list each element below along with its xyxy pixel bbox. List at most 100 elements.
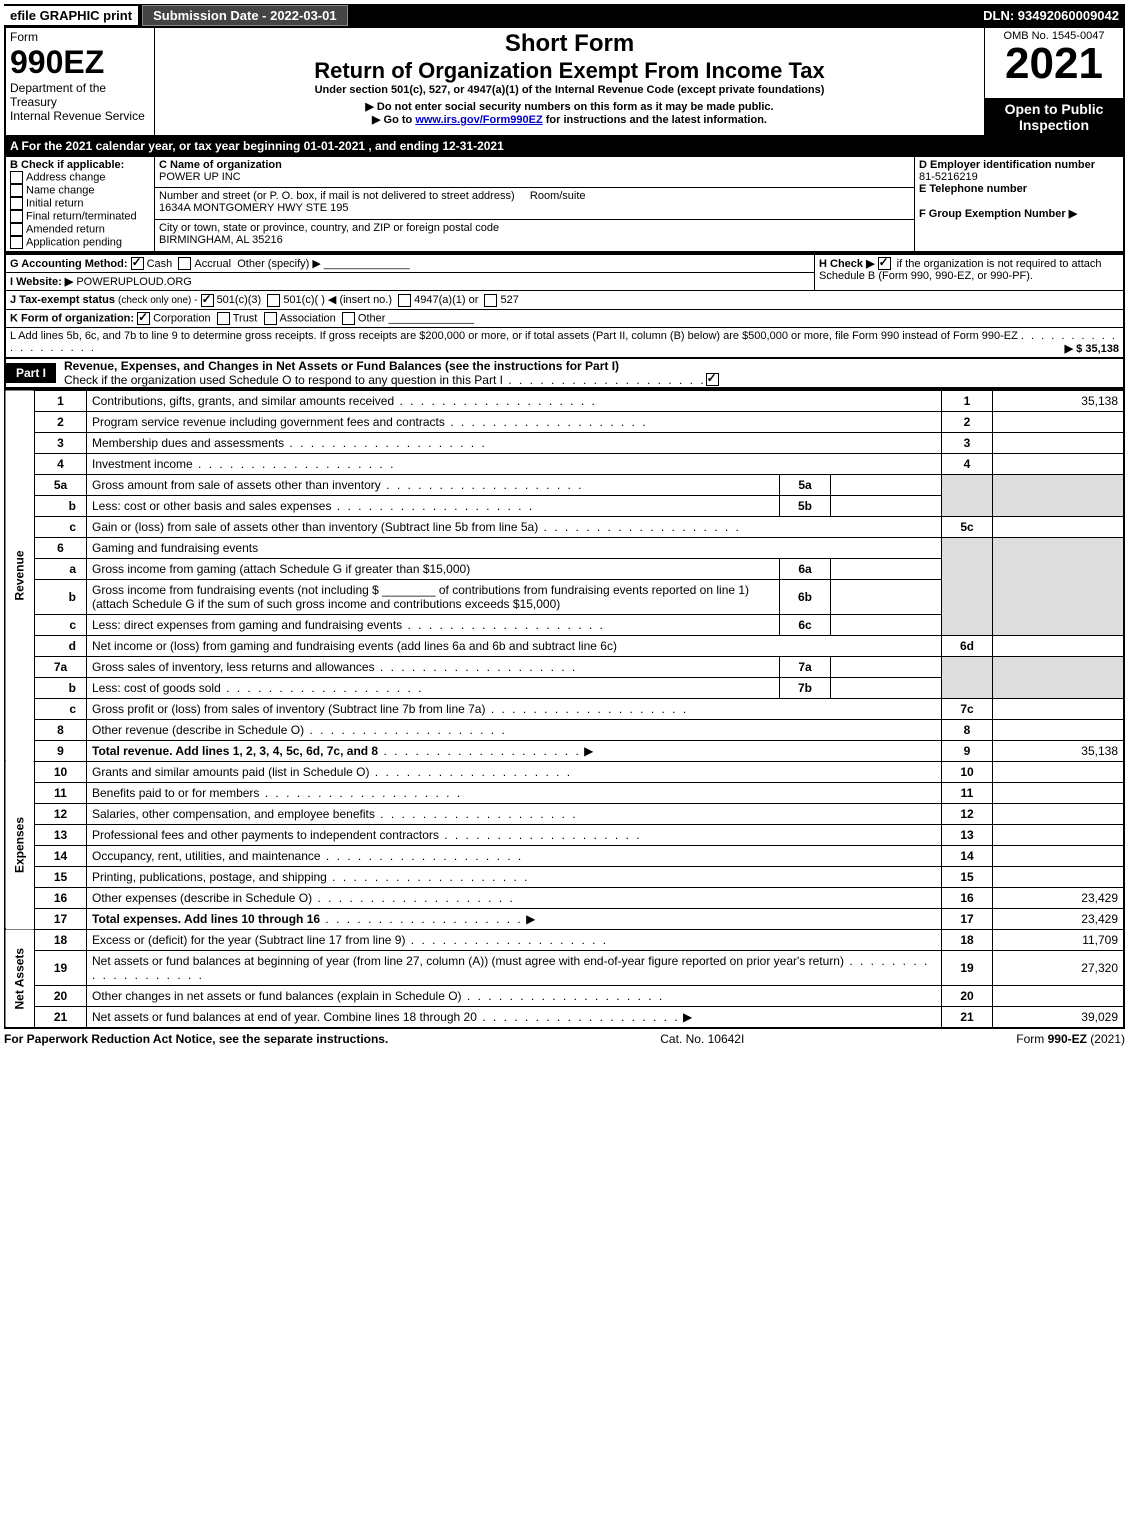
ln-8-desc: Other revenue (describe in Schedule O) <box>92 723 304 737</box>
irs-link[interactable]: www.irs.gov/Form990EZ <box>415 114 542 126</box>
ln-5a-desc: Gross amount from sale of assets other t… <box>92 478 381 492</box>
lbl-cash: Cash <box>147 258 173 270</box>
short-form-title: Short Form <box>159 30 980 58</box>
ln-11-desc: Benefits paid to or for members <box>92 786 259 800</box>
ln-18-num: 18 <box>35 929 87 950</box>
check-other-org[interactable] <box>342 312 355 325</box>
ln-1-desc: Contributions, gifts, grants, and simila… <box>92 394 394 408</box>
ln-7b-ref: 7b <box>780 677 831 698</box>
street-address: 1634A MONTGOMERY HWY STE 195 <box>159 202 349 214</box>
ln-1-amt: 35,138 <box>993 390 1125 412</box>
ln-20-amt <box>993 985 1125 1006</box>
ln-15-desc: Printing, publications, postage, and shi… <box>92 870 327 884</box>
ln-15-amt <box>993 866 1125 887</box>
lbl-initial-return: Initial return <box>26 197 83 209</box>
part-i-table: Revenue 1 Contributions, gifts, grants, … <box>4 389 1125 1029</box>
org-name: POWER UP INC <box>159 171 241 183</box>
lbl-name-change: Name change <box>26 184 95 196</box>
ln-12-amt <box>993 803 1125 824</box>
entity-info: B Check if applicable: Address change Na… <box>4 155 1125 253</box>
ln-7b-num: b <box>35 677 87 698</box>
ln-20-desc: Other changes in net assets or fund bala… <box>92 989 462 1003</box>
lbl-amended: Amended return <box>26 223 105 235</box>
check-name-change[interactable] <box>10 184 23 197</box>
irs-label: Internal Revenue Service <box>10 109 145 123</box>
ln-15-num: 15 <box>35 866 87 887</box>
ln-7c-amt <box>993 698 1125 719</box>
ln-7c-num: c <box>35 698 87 719</box>
box-f-label: F Group Exemption Number ▶ <box>919 208 1077 220</box>
line-i-label: I Website: ▶ <box>10 276 73 288</box>
page-footer: For Paperwork Reduction Act Notice, see … <box>4 1029 1125 1046</box>
dln: DLN: 93492060009042 <box>983 8 1125 23</box>
ln-6d-ref: 6d <box>942 635 993 656</box>
ln-2-desc: Program service revenue including govern… <box>92 415 445 429</box>
ln-13-ref: 13 <box>942 824 993 845</box>
ssn-warning: Do not enter social security numbers on … <box>159 100 980 113</box>
ln-5c-amt <box>993 516 1125 537</box>
form-ref-post: (2021) <box>1087 1032 1125 1046</box>
form-number: 990EZ <box>10 44 104 80</box>
ln-17-num: 17 <box>35 908 87 929</box>
ln-5c-ref: 5c <box>942 516 993 537</box>
ln-6a-num: a <box>35 558 87 579</box>
ln-14-amt <box>993 845 1125 866</box>
check-527[interactable] <box>484 294 497 307</box>
lbl-address-change: Address change <box>26 171 106 183</box>
ln-5c-num: c <box>35 516 87 537</box>
expenses-side-label: Expenses <box>5 761 35 929</box>
check-4947[interactable] <box>398 294 411 307</box>
efile-label[interactable]: efile GRAPHIC print <box>4 6 138 25</box>
ln-1-ref: 1 <box>942 390 993 412</box>
ln-21-desc: Net assets or fund balances at end of ye… <box>92 1010 477 1024</box>
goto-line: ▶ Go to www.irs.gov/Form990EZ for instru… <box>159 113 980 126</box>
check-sched-o[interactable] <box>706 373 719 386</box>
check-initial-return[interactable] <box>10 197 23 210</box>
check-corp[interactable] <box>137 312 150 325</box>
check-final-return[interactable] <box>10 210 23 223</box>
check-assoc[interactable] <box>264 312 277 325</box>
ln-5b-amt <box>831 495 942 516</box>
part-i-label: Part I <box>6 363 56 383</box>
goto-post: for instructions and the latest informat… <box>546 114 767 126</box>
ln-6b-num: b <box>35 579 87 614</box>
ln-17-ref: 17 <box>942 908 993 929</box>
ln-19-desc: Net assets or fund balances at beginning… <box>92 954 844 968</box>
ln-5c-desc: Gain or (loss) from sale of assets other… <box>92 520 538 534</box>
ln-19-amt: 27,320 <box>993 950 1125 985</box>
ln-10-ref: 10 <box>942 761 993 782</box>
check-501c[interactable] <box>267 294 280 307</box>
ln-6b-desc1: Gross income from fundraising events (no… <box>92 583 379 597</box>
form-ref-pre: Form <box>1016 1032 1047 1046</box>
check-sched-b[interactable] <box>878 257 891 270</box>
check-address-change[interactable] <box>10 171 23 184</box>
line-k-label: K Form of organization: <box>10 312 134 324</box>
check-trust[interactable] <box>217 312 230 325</box>
ln-12-desc: Salaries, other compensation, and employ… <box>92 807 375 821</box>
check-cash[interactable] <box>131 257 144 270</box>
ln-13-desc: Professional fees and other payments to … <box>92 828 439 842</box>
line-l-text: L Add lines 5b, 6c, and 7b to line 9 to … <box>10 330 1018 342</box>
ln-20-num: 20 <box>35 985 87 1006</box>
check-accrual[interactable] <box>178 257 191 270</box>
lbl-trust: Trust <box>233 312 258 324</box>
topbar: efile GRAPHIC print Submission Date - 20… <box>4 4 1125 26</box>
ln-8-amt <box>993 719 1125 740</box>
check-501c3[interactable] <box>201 294 214 307</box>
check-app-pending[interactable] <box>10 236 23 249</box>
form-ref: Form 990-EZ (2021) <box>1016 1032 1125 1046</box>
ln-1-num: 1 <box>35 390 87 412</box>
check-amended[interactable] <box>10 223 23 236</box>
ln-5a-num: 5a <box>35 474 87 495</box>
lbl-assoc: Association <box>280 312 336 324</box>
box-e-label: E Telephone number <box>919 183 1027 195</box>
ln-6c-ref: 6c <box>780 614 831 635</box>
line-h-label: H Check ▶ <box>819 258 875 270</box>
ln-11-ref: 11 <box>942 782 993 803</box>
ln-21-amt: 39,029 <box>993 1006 1125 1028</box>
revenue-side-label: Revenue <box>5 390 35 762</box>
ln-12-ref: 12 <box>942 803 993 824</box>
box-b-title: B Check if applicable: <box>10 159 124 171</box>
ln-2-amt <box>993 411 1125 432</box>
under-section: Under section 501(c), 527, or 4947(a)(1)… <box>159 84 980 96</box>
